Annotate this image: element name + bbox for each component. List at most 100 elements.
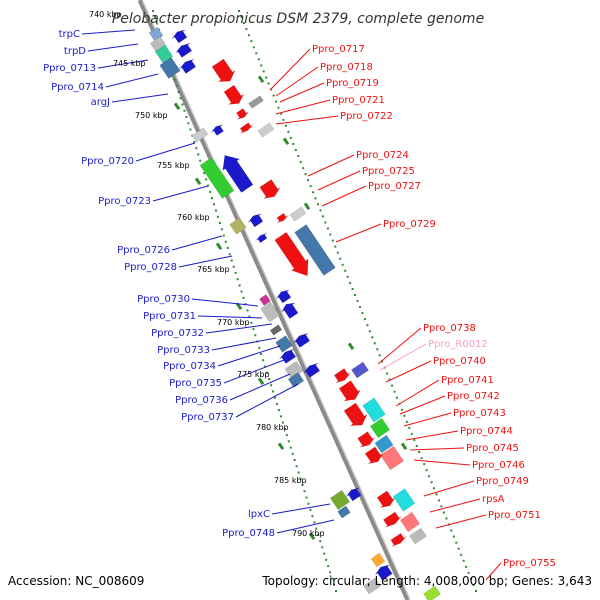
tick-dot-right	[351, 287, 354, 290]
leader-line-right	[435, 514, 487, 529]
gene-label-left: Ppro_0734	[163, 361, 216, 372]
gene-box	[370, 552, 386, 568]
major-tick	[400, 442, 408, 450]
gene-arrow	[390, 532, 407, 547]
gene-label-left: Ppro_0731	[143, 311, 196, 322]
leader-line-right	[403, 412, 452, 427]
tick-dot-right	[341, 263, 344, 266]
tick-dot-left	[331, 577, 334, 580]
tick-dot-right	[410, 432, 413, 435]
tick-dot-right	[378, 354, 381, 357]
tick-dot-left	[244, 303, 247, 306]
gene-feature	[294, 224, 336, 276]
gene-label-right: Ppro_0745	[466, 443, 519, 454]
tick-dot-left	[289, 446, 292, 449]
tick-dot-left	[250, 321, 253, 324]
gene-box	[287, 372, 305, 388]
leader-line-left	[171, 235, 223, 251]
tick-dot-right	[329, 233, 332, 236]
tick-dot-right	[425, 469, 428, 472]
gene-feature	[338, 380, 361, 402]
tick-dot-left	[285, 434, 288, 437]
gene-label-right: Ppro_0725	[362, 166, 415, 177]
gene-feature	[374, 564, 393, 581]
gene-feature	[374, 434, 394, 454]
gene-feature	[369, 417, 391, 439]
tick-dot-left	[177, 91, 180, 94]
gene-box	[199, 157, 235, 199]
tick-dot-right	[381, 360, 384, 363]
tick-dot-left	[276, 402, 278, 405]
tick-dot-left	[199, 159, 202, 162]
gene-arrow	[255, 232, 268, 244]
kbp-label: 770 kbp	[217, 318, 250, 327]
tick-dot-left	[240, 290, 243, 293]
tick-dot-right	[405, 420, 408, 423]
tick-dot-right	[292, 142, 295, 145]
gene-arrow	[303, 362, 321, 378]
tick-dot-right	[312, 191, 315, 194]
tick-dot-right	[265, 76, 268, 79]
gene-arrow	[276, 212, 289, 224]
kbp-label: 740 kbp	[89, 10, 122, 19]
gene-arrow	[281, 302, 299, 319]
gene-box	[229, 217, 247, 235]
tick-dot-left	[207, 184, 210, 187]
tick-dot-right	[336, 251, 339, 254]
leader-line-right	[413, 459, 471, 466]
gene-label-right: Ppro_0727	[368, 181, 421, 192]
tick-dot-left	[203, 172, 206, 175]
kbp-label: 745 kbp	[113, 59, 146, 68]
gene-box	[294, 224, 336, 276]
gene-label-right: Ppro_0755	[503, 558, 556, 569]
leader-line-left	[97, 59, 149, 69]
tick-dot-left	[266, 371, 269, 374]
tick-dot-right	[302, 167, 305, 170]
gene-label-right: Ppro_0742	[447, 391, 500, 402]
leader-line-right	[377, 327, 422, 365]
tick-dot-right	[346, 275, 349, 278]
tick-dot-left	[254, 334, 257, 337]
gene-arrow	[259, 179, 281, 199]
tick-dot-left	[246, 309, 249, 312]
gene-label-right: Ppro_0718	[320, 62, 373, 73]
tick-dot-left	[281, 421, 284, 424]
leader-line-left	[271, 503, 331, 515]
gene-label-left: Ppro_0713	[43, 63, 96, 74]
tick-dot-right	[334, 245, 337, 248]
tick-dot-left	[305, 496, 308, 499]
gene-feature	[211, 124, 224, 136]
gene-box	[329, 489, 351, 511]
gene-arrow	[338, 380, 361, 402]
gene-box	[260, 301, 280, 323]
gene-label-left: Ppro_0735	[169, 378, 222, 389]
gene-feature	[274, 231, 309, 277]
leader-line-right	[317, 170, 361, 191]
accession-text: Accession: NC_008609	[8, 574, 145, 588]
gene-arrow	[179, 58, 197, 74]
tick-dot-right	[339, 257, 342, 260]
tick-dot-right	[260, 64, 263, 67]
tick-dot-left	[291, 452, 294, 455]
gene-box	[257, 122, 275, 138]
gene-box	[159, 57, 181, 79]
tick-dot-left	[264, 365, 267, 368]
gene-feature	[390, 532, 407, 547]
leader-line-right	[307, 154, 355, 177]
tick-dot-right	[309, 185, 312, 188]
gene-box	[409, 527, 427, 545]
leader-line-right	[275, 115, 339, 125]
tick-dot-right	[252, 46, 255, 49]
gene-box	[337, 505, 351, 519]
gene-feature	[399, 511, 421, 533]
tick-dot-right	[391, 384, 394, 387]
tick-dot-left	[224, 240, 227, 243]
tick-dot-right	[356, 300, 359, 302]
gene-feature	[364, 446, 384, 464]
tick-dot-left	[189, 128, 192, 131]
gene-feature	[199, 157, 235, 199]
gene-label-left: argJ	[91, 97, 110, 108]
tick-dot-left	[323, 552, 326, 555]
tick-dot-right	[331, 239, 334, 242]
tick-dot-left	[258, 346, 261, 349]
